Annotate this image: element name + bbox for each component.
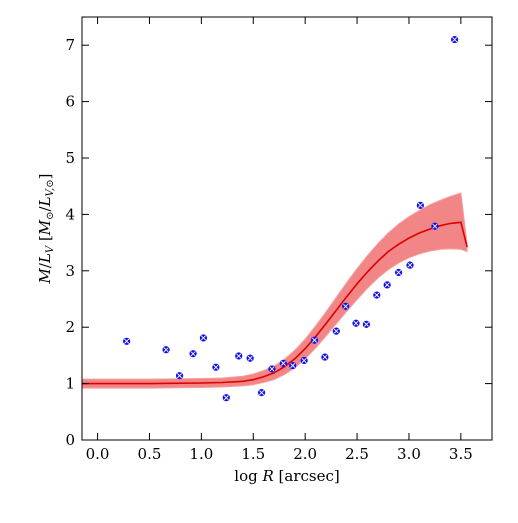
data-point — [222, 394, 230, 402]
model-band — [81, 192, 468, 389]
x-axis-label: log R [arcsec] — [234, 467, 339, 485]
data-point — [175, 372, 184, 380]
data-point — [416, 201, 424, 209]
y-tick-label: 3 — [65, 262, 75, 280]
data-point — [321, 353, 329, 361]
data-point — [268, 365, 276, 373]
x-tick-label: 3.5 — [449, 445, 473, 463]
ticks-layer: 0.0 0.5 1.0 1.5 2.0 2.5 3.0 3.5 0 1 2 3 4 5 6 7 — [65, 17, 492, 463]
x-tick-label: 2.5 — [345, 445, 369, 463]
x-tick-label: 0.5 — [138, 445, 162, 463]
y-axis-label: M/LV [M⊙/LV,⊙] — [36, 174, 56, 285]
model-line — [82, 221, 468, 385]
data-point — [352, 319, 360, 327]
y-tick-label: 2 — [65, 318, 75, 336]
data-point — [246, 354, 254, 362]
data-point — [279, 359, 287, 367]
data-point — [123, 337, 131, 345]
data-point — [212, 363, 220, 371]
y-tick-label: 6 — [65, 93, 75, 111]
data-point — [394, 268, 403, 277]
data-point — [342, 302, 350, 310]
x-tick-label: 1.5 — [241, 445, 265, 463]
data-points-layer — [123, 35, 459, 402]
data-point — [162, 346, 170, 354]
x-tick-label: 0.0 — [86, 445, 110, 463]
y-tick-label: 7 — [65, 36, 75, 54]
y-tick-label: 4 — [65, 205, 75, 223]
y-tick-label: 0 — [65, 431, 75, 449]
model-band-layer — [81, 192, 468, 389]
y-tick-label: 5 — [65, 149, 75, 167]
data-point — [362, 320, 371, 328]
data-point — [431, 222, 439, 230]
data-point — [199, 334, 208, 342]
data-point — [300, 356, 308, 365]
model-line-layer — [82, 221, 468, 385]
data-point — [406, 261, 414, 269]
data-point — [289, 361, 297, 370]
x-tick-label: 2.0 — [293, 445, 317, 463]
x-tick-label: 1.0 — [189, 445, 213, 463]
plot-frame — [81, 16, 493, 441]
y-tick-label: 1 — [65, 375, 75, 393]
data-point — [451, 35, 459, 44]
data-point — [383, 281, 391, 289]
x-tick-label: 3.0 — [397, 445, 421, 463]
data-point — [189, 350, 197, 358]
data-point — [332, 327, 340, 335]
data-point — [257, 389, 266, 397]
data-point — [235, 352, 243, 360]
data-point — [373, 291, 381, 299]
data-point — [310, 336, 319, 344]
